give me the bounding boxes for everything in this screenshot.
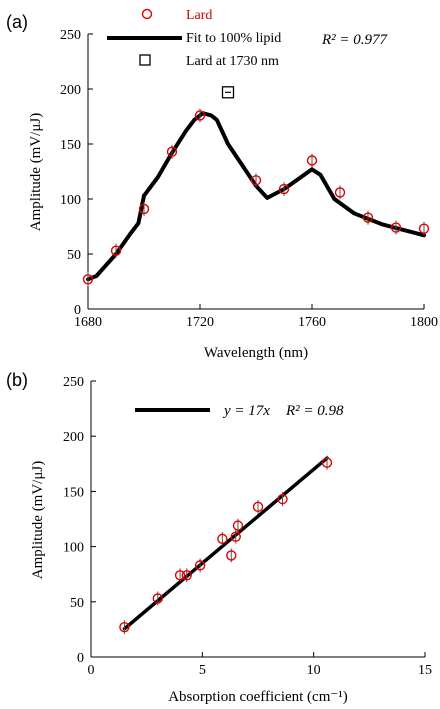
panel-b-data-point (226, 550, 237, 561)
panel-a-legend: Lard Fit to 100% lipid R² = 0.977 Lard a… (107, 8, 389, 69)
panel-a-data-point (334, 187, 346, 198)
panel-a-y-tick-label: 200 (60, 83, 81, 98)
panel-a-x-tick-label: 1720 (186, 315, 214, 330)
legend-fit-label: Fit to 100% lipid (186, 31, 281, 46)
panel-a-data-point (306, 155, 318, 166)
panel-b-x-axis-title: Absorption coefficient (cm⁻¹) (168, 689, 348, 705)
panel-a-axes (87, 34, 424, 310)
panel-b-x-tick-label: 15 (418, 663, 432, 678)
legend-lard1730-label: Lard at 1730 nm (186, 54, 279, 69)
legend-lard1730-marker (139, 54, 151, 66)
panel-a-label: (a) (6, 12, 28, 32)
panel-b-x-tick-label: 10 (307, 663, 321, 678)
panel-b-legend: y = 17x R² = 0.98 (135, 403, 344, 419)
panel-b-y-tick-label: 250 (63, 375, 84, 390)
panel-a-y-axis-title: Amplitude (mV/μJ) (28, 113, 44, 231)
panel-b-axes (90, 381, 425, 658)
panel-b-y-ticks: 0 50 100 150 200 250 (63, 375, 96, 666)
panel-b-x-ticks: 0 5 10 15 (88, 652, 432, 678)
panel-b-data-point (232, 520, 244, 531)
panel-b-data-point (194, 560, 206, 571)
legend-fit-equation: y = 17x (222, 403, 270, 419)
panel-a-x-tick-label: 1760 (298, 315, 326, 330)
panel-b: (b) 0 5 10 15 0 50 100 150 200 250 Absorption co… (6, 370, 432, 705)
panel-b-label: (b) (6, 370, 28, 390)
panel-a-y-ticks: 0 50 100 150 200 250 (60, 28, 93, 318)
panel-b-data-point (277, 493, 288, 505)
panel-b-data-point (321, 457, 333, 468)
panel-a-series (82, 86, 430, 287)
panel-b-data-point (217, 533, 228, 545)
panel-b-data-point (181, 570, 192, 581)
panel-b-y-tick-label: 150 (63, 485, 84, 500)
legend-r2: R² = 0.977 (321, 32, 389, 48)
panel-a-square-point (221, 86, 235, 99)
panel-a-data-point (138, 203, 150, 215)
panel-a-y-tick-label: 0 (74, 303, 81, 318)
panel-a-x-tick-label: 1800 (410, 315, 438, 330)
panel-a-data-point (110, 245, 122, 256)
panel-b-x-tick-label: 5 (199, 663, 206, 678)
panel-b-y-tick-label: 200 (63, 430, 84, 445)
panel-a-y-tick-label: 250 (60, 28, 81, 43)
panel-b-x-tick-label: 0 (88, 663, 95, 678)
panel-b-data-point (174, 570, 186, 581)
panel-a-x-tick-label: 1680 (74, 315, 102, 330)
panel-b-y-tick-label: 50 (70, 596, 84, 611)
panel-a-data-point (82, 274, 94, 285)
panel-a-y-tick-label: 100 (60, 193, 81, 208)
panel-a-x-ticks: 1680 1720 1760 1800 (74, 304, 438, 330)
panel-a-fit-curve (86, 111, 426, 282)
panel-a-y-tick-label: 50 (67, 248, 81, 263)
panel-a-data-point (390, 222, 402, 233)
panel-b-y-axis-title: Amplitude (mV/μJ) (30, 461, 46, 579)
panel-a-x-axis-title: Wavelength (nm) (204, 345, 308, 361)
panel-a-data-point (418, 223, 430, 234)
panel-b-data-point (119, 621, 130, 633)
panel-b-data-point (252, 501, 264, 513)
legend-lard-marker (141, 8, 153, 20)
legend-r2-b: R² = 0.98 (285, 403, 344, 419)
panel-a-data-point (362, 212, 374, 223)
legend-lard-label: Lard (186, 8, 212, 23)
panel-a: (a) 1680 1720 1760 1800 0 50 100 150 200 250 Wav… (6, 8, 438, 361)
panel-b-fit-line (122, 456, 329, 631)
panel-a-data-point (194, 110, 206, 121)
panel-a-data-point (166, 146, 178, 157)
panel-b-y-tick-label: 0 (77, 651, 84, 666)
panel-b-y-tick-label: 100 (63, 541, 84, 556)
panel-a-y-tick-label: 150 (60, 138, 81, 153)
panel-a-data-point (278, 183, 290, 195)
panel-b-data-point (152, 593, 164, 604)
panel-b-data-point (230, 531, 241, 542)
panel-b-series (119, 455, 333, 635)
panel-a-data-point (250, 175, 262, 186)
